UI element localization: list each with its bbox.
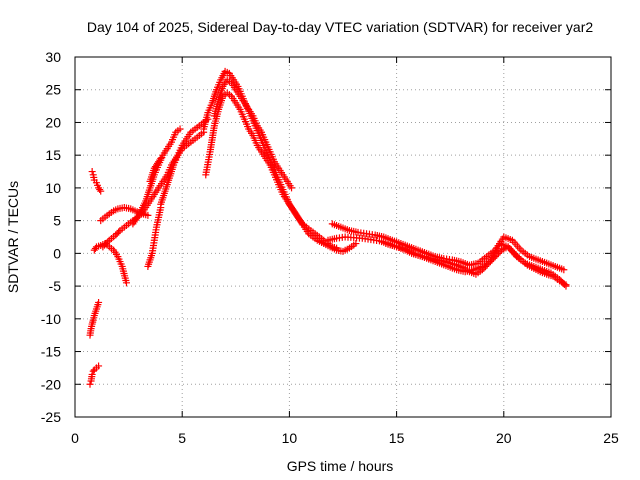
y-tick-label: 0 bbox=[53, 245, 61, 261]
data-point bbox=[89, 367, 97, 375]
data-point bbox=[504, 243, 512, 251]
data-point bbox=[562, 281, 570, 289]
data-point bbox=[512, 251, 520, 259]
y-tick-label: 10 bbox=[45, 180, 61, 196]
data-point bbox=[100, 241, 108, 249]
axis-ticks: 0 5 10 15 20 25 -25 -20 -15 -10 -5 0 5 10 15 20 25 30 bbox=[41, 49, 619, 446]
data-point bbox=[486, 258, 494, 266]
data-point bbox=[490, 254, 498, 262]
data-point bbox=[488, 256, 496, 264]
y-tick-label: -15 bbox=[41, 344, 61, 360]
data-series bbox=[210, 76, 296, 192]
data-point bbox=[96, 186, 104, 194]
y-tick-label: 15 bbox=[45, 147, 61, 163]
data-point bbox=[288, 184, 296, 192]
data-point bbox=[485, 259, 493, 267]
data-point bbox=[496, 248, 504, 256]
y-tick-label: 20 bbox=[45, 114, 61, 130]
data-point bbox=[99, 243, 107, 251]
x-tick-label: 25 bbox=[603, 430, 619, 446]
data-series bbox=[86, 298, 103, 339]
data-series bbox=[382, 240, 570, 289]
x-tick-label: 5 bbox=[178, 430, 186, 446]
data-series bbox=[157, 115, 212, 208]
data-point bbox=[176, 125, 184, 133]
chart-title: Day 104 of 2025, Sidereal Day-to-day VTE… bbox=[87, 19, 593, 35]
data-point bbox=[95, 362, 103, 370]
data-point bbox=[104, 238, 112, 246]
y-axis-label: SDTVAR / TECUs bbox=[5, 181, 21, 293]
y-tick-label: -20 bbox=[41, 376, 61, 392]
y-tick-label: 25 bbox=[45, 82, 61, 98]
data-series bbox=[88, 168, 105, 195]
y-tick-label: -5 bbox=[49, 278, 62, 294]
y-tick-label: 5 bbox=[53, 213, 61, 229]
data-point bbox=[507, 246, 515, 254]
data-point bbox=[86, 380, 94, 388]
x-axis-label: GPS time / hours bbox=[287, 458, 394, 474]
y-tick-label: 30 bbox=[45, 49, 61, 65]
data-point bbox=[511, 249, 519, 257]
data-point bbox=[156, 156, 164, 164]
data-point bbox=[88, 168, 96, 176]
data-point bbox=[515, 254, 523, 262]
x-tick-label: 20 bbox=[496, 430, 512, 446]
data-point bbox=[102, 240, 110, 248]
data-point bbox=[514, 253, 522, 261]
data-point bbox=[352, 240, 360, 248]
plot-border bbox=[74, 56, 612, 418]
x-tick-label: 15 bbox=[389, 430, 405, 446]
data-point bbox=[88, 370, 96, 378]
data-series bbox=[146, 154, 165, 185]
data-point bbox=[144, 211, 152, 219]
data-point bbox=[95, 298, 103, 306]
data-series bbox=[202, 89, 360, 255]
data-point bbox=[493, 251, 501, 259]
data-point bbox=[506, 244, 514, 252]
data-point bbox=[480, 264, 488, 272]
data-point bbox=[509, 248, 517, 256]
data-point bbox=[97, 187, 105, 195]
y-tick-label: -10 bbox=[41, 311, 61, 327]
data-series bbox=[86, 362, 103, 388]
data-point bbox=[491, 253, 499, 261]
data-points bbox=[86, 67, 570, 388]
x-tick-label: 10 bbox=[282, 430, 298, 446]
data-point bbox=[494, 249, 502, 257]
data-point bbox=[482, 262, 490, 270]
data-point bbox=[157, 154, 165, 162]
data-point bbox=[115, 228, 123, 236]
data-point bbox=[478, 266, 486, 274]
y-tick-label: -25 bbox=[41, 409, 61, 425]
data-series bbox=[90, 240, 130, 287]
data-point bbox=[122, 279, 130, 287]
data-point bbox=[483, 261, 491, 269]
x-tick-label: 0 bbox=[71, 430, 79, 446]
data-point bbox=[560, 266, 568, 274]
